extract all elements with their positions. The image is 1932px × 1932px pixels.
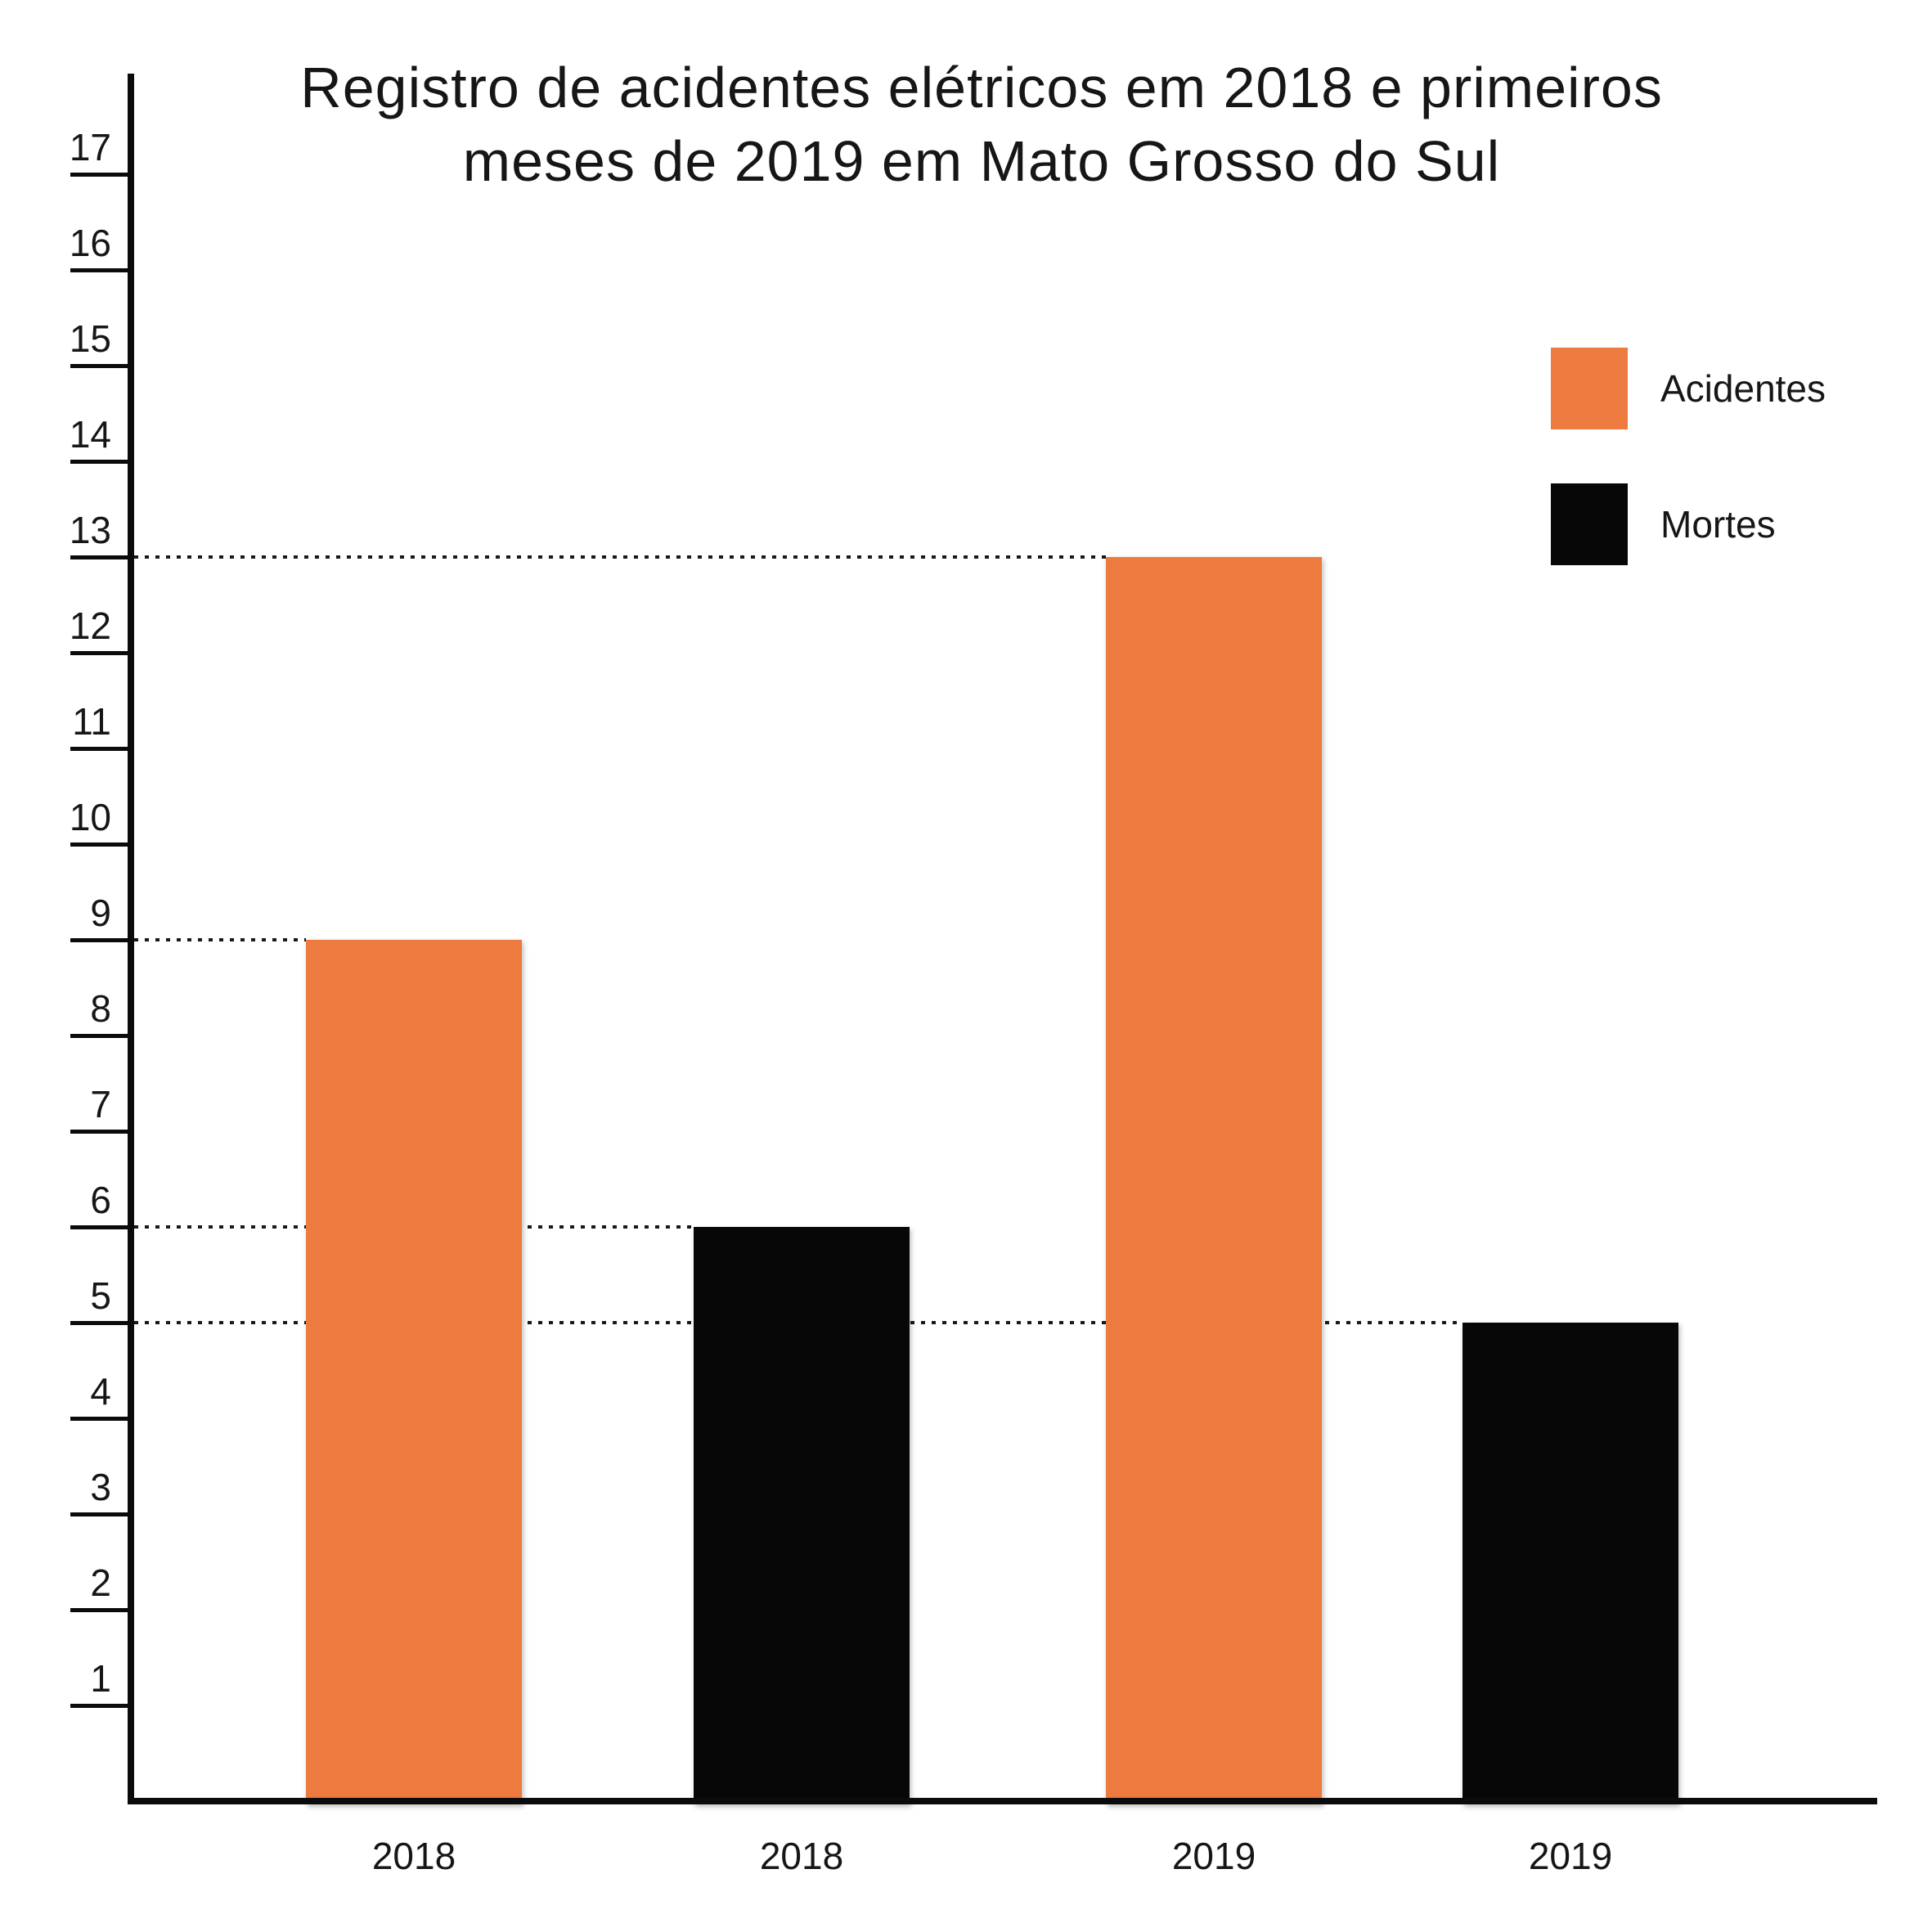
y-tick-label-14: 14 — [69, 413, 111, 456]
y-tick-7 — [70, 1130, 131, 1134]
y-tick-3 — [70, 1512, 131, 1516]
y-tick-16 — [70, 268, 131, 272]
y-tick-4 — [70, 1417, 131, 1421]
y-tick-13 — [70, 555, 131, 559]
y-tick-label-15: 15 — [69, 317, 111, 360]
y-tick-label-17: 17 — [69, 126, 111, 168]
bar-2019-acidentes — [1106, 557, 1322, 1804]
y-tick-12 — [70, 651, 131, 655]
y-tick-label-8: 8 — [90, 987, 111, 1030]
y-axis — [128, 74, 134, 1804]
y-tick-label-9: 9 — [90, 892, 111, 934]
y-tick-9 — [70, 938, 131, 942]
y-tick-label-7: 7 — [90, 1083, 111, 1126]
y-tick-17 — [70, 173, 131, 177]
chart-title-line2: meses de 2019 em Mato Grosso do Sul — [462, 129, 1501, 193]
legend-swatch-acidentes — [1551, 348, 1628, 429]
x-label-3: 2019 — [1528, 1835, 1613, 1877]
y-tick-label-2: 2 — [90, 1561, 111, 1604]
legend-label-acidentes: Acidentes — [1660, 367, 1826, 410]
chart-title-line1: Registro de acidentes elétricos em 2018 … — [300, 56, 1663, 119]
y-tick-label-6: 6 — [90, 1179, 111, 1221]
legend-item-mortes: Mortes — [1551, 483, 1826, 565]
y-tick-label-12: 12 — [69, 604, 111, 647]
y-tick-10 — [70, 842, 131, 847]
legend: Acidentes Mortes — [1551, 348, 1826, 565]
bar-2018-mortes — [694, 1227, 910, 1804]
y-tick-label-4: 4 — [90, 1370, 111, 1413]
y-tick-label-10: 10 — [69, 796, 111, 838]
y-tick-14 — [70, 460, 131, 464]
y-tick-5 — [70, 1321, 131, 1325]
bar-2018-acidentes — [306, 940, 522, 1804]
y-tick-15 — [70, 364, 131, 368]
x-label-2: 2019 — [1171, 1835, 1256, 1877]
y-tick-label-5: 5 — [90, 1274, 111, 1317]
y-tick-8 — [70, 1034, 131, 1038]
y-tick-label-11: 11 — [72, 700, 111, 743]
y-tick-11 — [70, 747, 131, 751]
y-tick-6 — [70, 1225, 131, 1229]
chart-title: Registro de acidentes elétricos em 2018 … — [123, 51, 1840, 198]
x-label-0: 2018 — [371, 1835, 456, 1877]
legend-item-acidentes: Acidentes — [1551, 348, 1826, 429]
gridline-9 — [134, 938, 306, 941]
gridline-13 — [134, 555, 1106, 559]
y-tick-label-3: 3 — [90, 1466, 111, 1508]
y-tick-1 — [70, 1704, 131, 1708]
bar-2019-mortes — [1462, 1323, 1678, 1804]
y-tick-label-16: 16 — [69, 222, 111, 264]
x-axis — [128, 1798, 1877, 1804]
x-label-1: 2018 — [759, 1835, 844, 1877]
legend-label-mortes: Mortes — [1660, 503, 1776, 546]
legend-swatch-mortes — [1551, 483, 1628, 565]
y-tick-2 — [70, 1608, 131, 1612]
y-tick-label-1: 1 — [90, 1657, 111, 1700]
y-tick-label-13: 13 — [69, 509, 111, 551]
